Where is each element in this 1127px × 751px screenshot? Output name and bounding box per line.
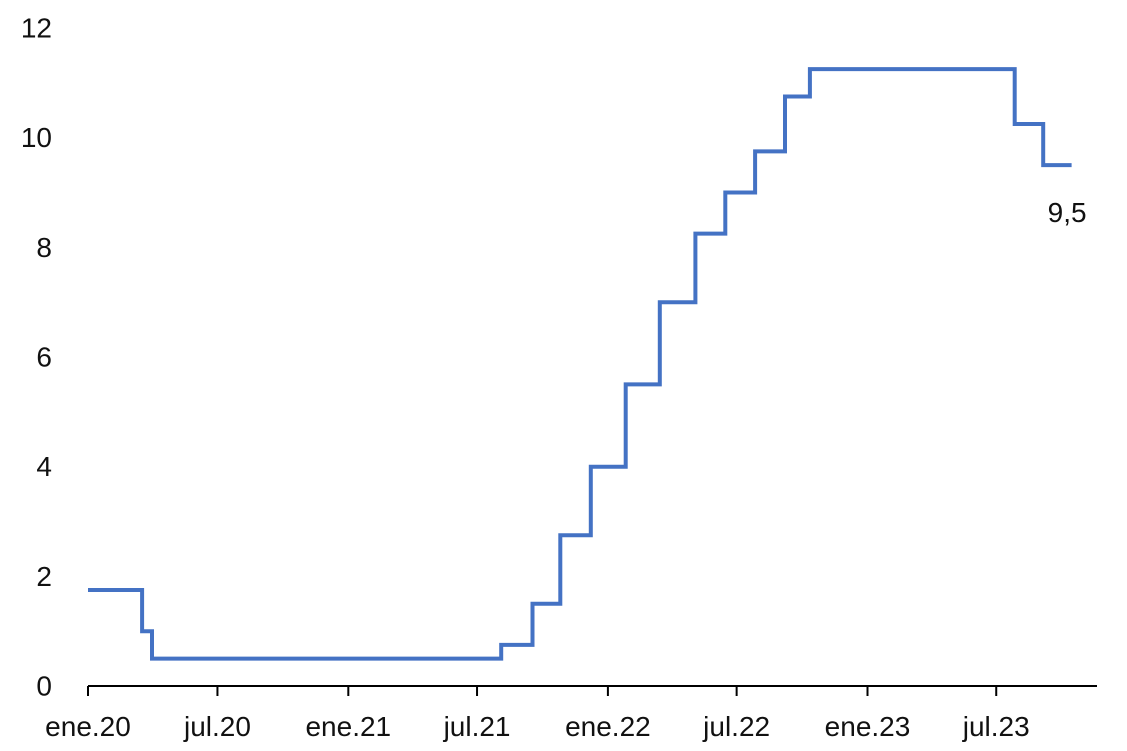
y-tick-label: 12 (21, 13, 52, 44)
y-axis-tick-labels: 0 2 4 6 8 10 12 (21, 13, 52, 702)
x-axis-tick-labels: ene.20 jul.20 ene.21 jul.21 ene.22 jul.22 ene.… (45, 711, 1030, 742)
y-tick-label: 0 (36, 671, 52, 702)
x-axis-ticks (87, 686, 998, 696)
x-tick-label: ene.22 (565, 711, 651, 742)
y-tick-label: 2 (36, 561, 52, 592)
end-value-label: 9,5 (1048, 197, 1087, 228)
y-tick-label: 6 (36, 342, 52, 373)
y-tick-label: 4 (36, 451, 52, 482)
x-tick-label: jul.20 (183, 711, 251, 742)
y-tick-label: 10 (21, 122, 52, 153)
x-tick-label: ene.20 (45, 711, 131, 742)
series-line (88, 67, 1072, 661)
x-tick-label: jul.21 (443, 711, 511, 742)
y-tick-label: 8 (36, 232, 52, 263)
x-tick-label: jul.22 (702, 711, 770, 742)
series-group (88, 67, 1072, 661)
x-tick-label: jul.23 (962, 711, 1030, 742)
annotations: 9,5 (1048, 197, 1087, 228)
x-tick-label: ene.21 (305, 711, 391, 742)
x-tick-label: ene.23 (825, 711, 911, 742)
